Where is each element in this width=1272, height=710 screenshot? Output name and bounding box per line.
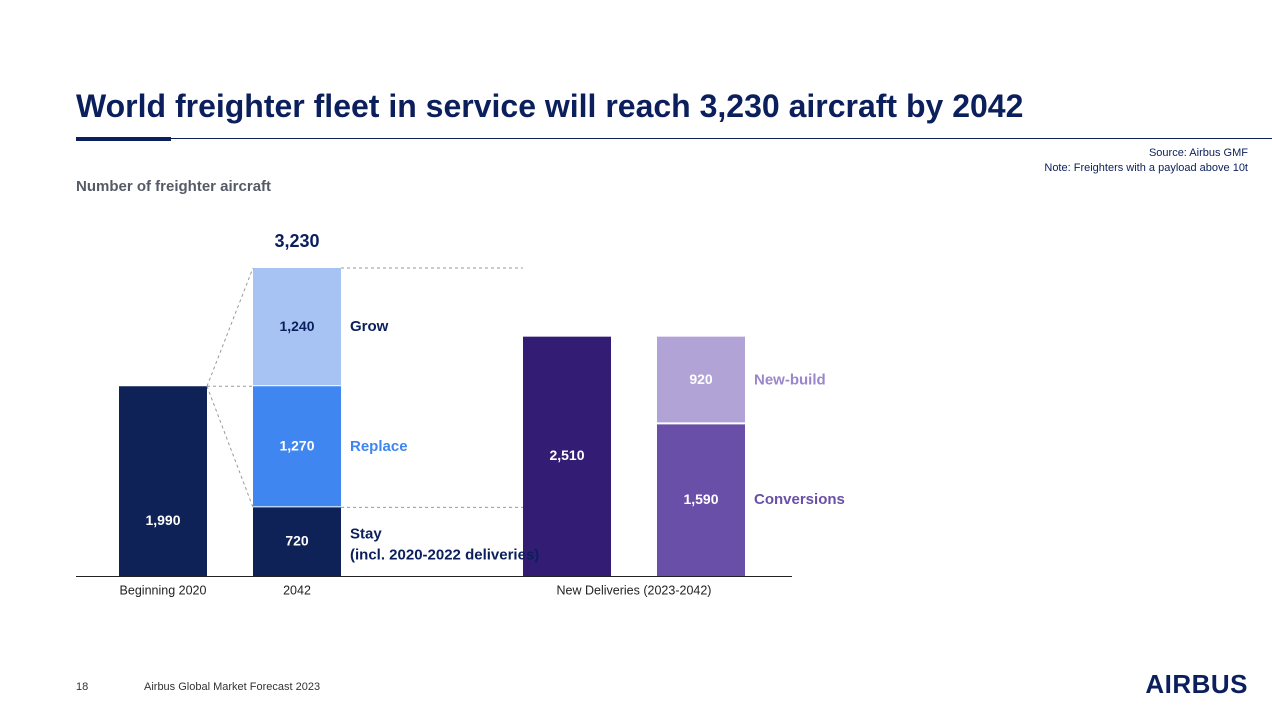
series-name-stay: Stay [350, 525, 382, 542]
series-name-replace: Replace [350, 438, 408, 455]
page-number: 18 [76, 681, 89, 693]
data-label-1-0: 720 [285, 532, 309, 548]
series-name-new-build: New-build [754, 371, 826, 388]
bar-1-segment-0 [253, 507, 341, 576]
source-note: Source: Airbus GMF Note: Freighters with… [1044, 146, 1248, 176]
x-tick-label-1: 2042 [283, 583, 311, 597]
bar-1-segment-2 [253, 268, 341, 386]
data-label-0-0: 1,990 [145, 512, 180, 528]
connector-to-total [206, 267, 254, 387]
footer-text: Airbus Global Market Forecast 2023 [144, 681, 321, 693]
x-tick-label-2: New Deliveries (2023-2042) [557, 583, 712, 597]
x-tick-label-0: Beginning 2020 [120, 583, 207, 597]
series-name-conversions: Conversions [754, 491, 845, 508]
bar-0-segment-0 [119, 386, 207, 576]
source-text: Source: Airbus GMF [1148, 147, 1248, 159]
bar-1-segment-1 [253, 386, 341, 507]
title-divider [76, 138, 1272, 139]
chart-subtitle: Number of freighter aircraft [76, 178, 272, 195]
series-name-grow: Grow [350, 318, 389, 335]
data-label-3-1: 920 [689, 371, 713, 387]
total-label-2042: 3,230 [274, 231, 319, 251]
title-divider-accent [76, 137, 171, 141]
connector-to-stay [206, 386, 254, 508]
page-title: World freighter fleet in service will re… [76, 88, 1024, 124]
bar-2-segment-0 [523, 336, 611, 576]
data-label-3-0: 1,590 [683, 491, 718, 507]
note-text: Note: Freighters with a payload above 10… [1044, 162, 1248, 174]
bar-3-segment-0 [657, 424, 745, 576]
data-label-1-1: 1,270 [279, 437, 314, 453]
data-label-1-2: 1,240 [279, 318, 314, 334]
data-label-2-0: 2,510 [549, 447, 584, 463]
bar-3-segment-1 [657, 336, 745, 423]
series-note-stay: (incl. 2020-2022 deliveries) [350, 546, 539, 563]
freighter-fleet-chart: 1,990 720 1,270 1,240 2,510 1,590 920 3,230 Stay… [76, 231, 845, 597]
airbus-logo: AIRBUS [1145, 669, 1248, 699]
